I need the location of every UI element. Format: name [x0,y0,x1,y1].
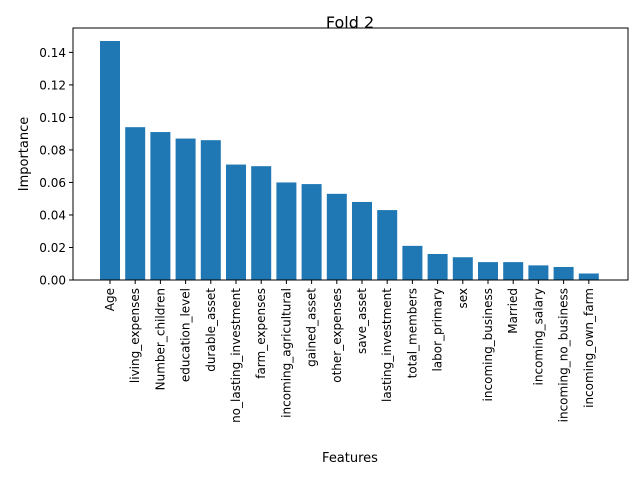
bar-total_members [402,245,423,280]
bar-gained_asset [301,184,322,280]
x-tick-label: Married [506,288,520,334]
x-tick-label: living_expenses [128,288,142,383]
bar-other_expenses [326,193,347,280]
bar-lasting_investment [377,210,398,280]
x-tick-label: Age [103,288,117,311]
bar-durable_asset [200,140,221,280]
y-tick-label: 0.14 [39,46,66,60]
bars-group [100,41,599,281]
bar-Age [100,41,120,281]
x-tick-label: Number_children [153,288,167,390]
x-axis: Age living_expenses Number_children educati… [103,280,596,423]
bar-labor_primary [427,253,448,280]
y-tick-label: 0.00 [39,274,66,288]
y-tick-label: 0.04 [39,208,66,222]
x-tick-label: incoming_salary [531,288,545,385]
y-tick-label: 0.08 [39,143,66,157]
bar-incoming_no_business [553,266,574,280]
bar-sex [452,257,473,280]
bar-Number_children [150,132,171,280]
x-tick-label: save_asset [355,288,369,354]
bar-incoming_business [478,262,498,280]
bar-living_expenses [125,127,146,280]
bar-save_asset [352,201,372,280]
x-tick-label: other_expenses [330,288,344,383]
plot-frame [72,27,629,281]
x-tick-label: incoming_own_farm [582,288,596,408]
bar-farm_expenses [251,166,272,280]
x-tick-label: total_members [405,288,419,378]
bar-incoming_own_farm [578,273,599,280]
bar-incoming_agricultural [276,182,297,280]
x-tick-label: sex [456,288,470,309]
y-tick-label: 0.10 [39,111,66,125]
x-tick-label: no_lasting_investment [229,288,243,423]
chart-title: Fold 2 [326,13,374,32]
x-tick-label: incoming_agricultural [279,288,293,418]
x-tick-label: education_level [179,288,193,382]
bar-education_level [175,138,196,280]
y-tick-label: 0.12 [39,78,66,92]
x-tick-label: incoming_no_business [557,288,571,422]
y-tick-label: 0.02 [39,241,66,255]
x-tick-label: farm_expenses [254,288,268,379]
x-tick-label: labor_primary [431,288,445,372]
bar-incoming_salary [528,265,549,280]
x-tick-label: incoming_business [481,288,495,401]
x-tick-label: gained_asset [305,288,319,367]
x-tick-label: lasting_investment [380,288,394,402]
y-tick-label: 0.06 [39,176,66,190]
x-axis-label: Features [322,451,378,466]
y-axis: 0.00 0.02 0.04 0.06 0.08 0.10 0.12 0.14 [39,46,73,288]
bar-no_lasting_investment [226,164,246,280]
bar-Married [503,262,524,280]
y-axis-label: Importance [17,117,32,192]
x-tick-label: durable_asset [204,288,218,372]
